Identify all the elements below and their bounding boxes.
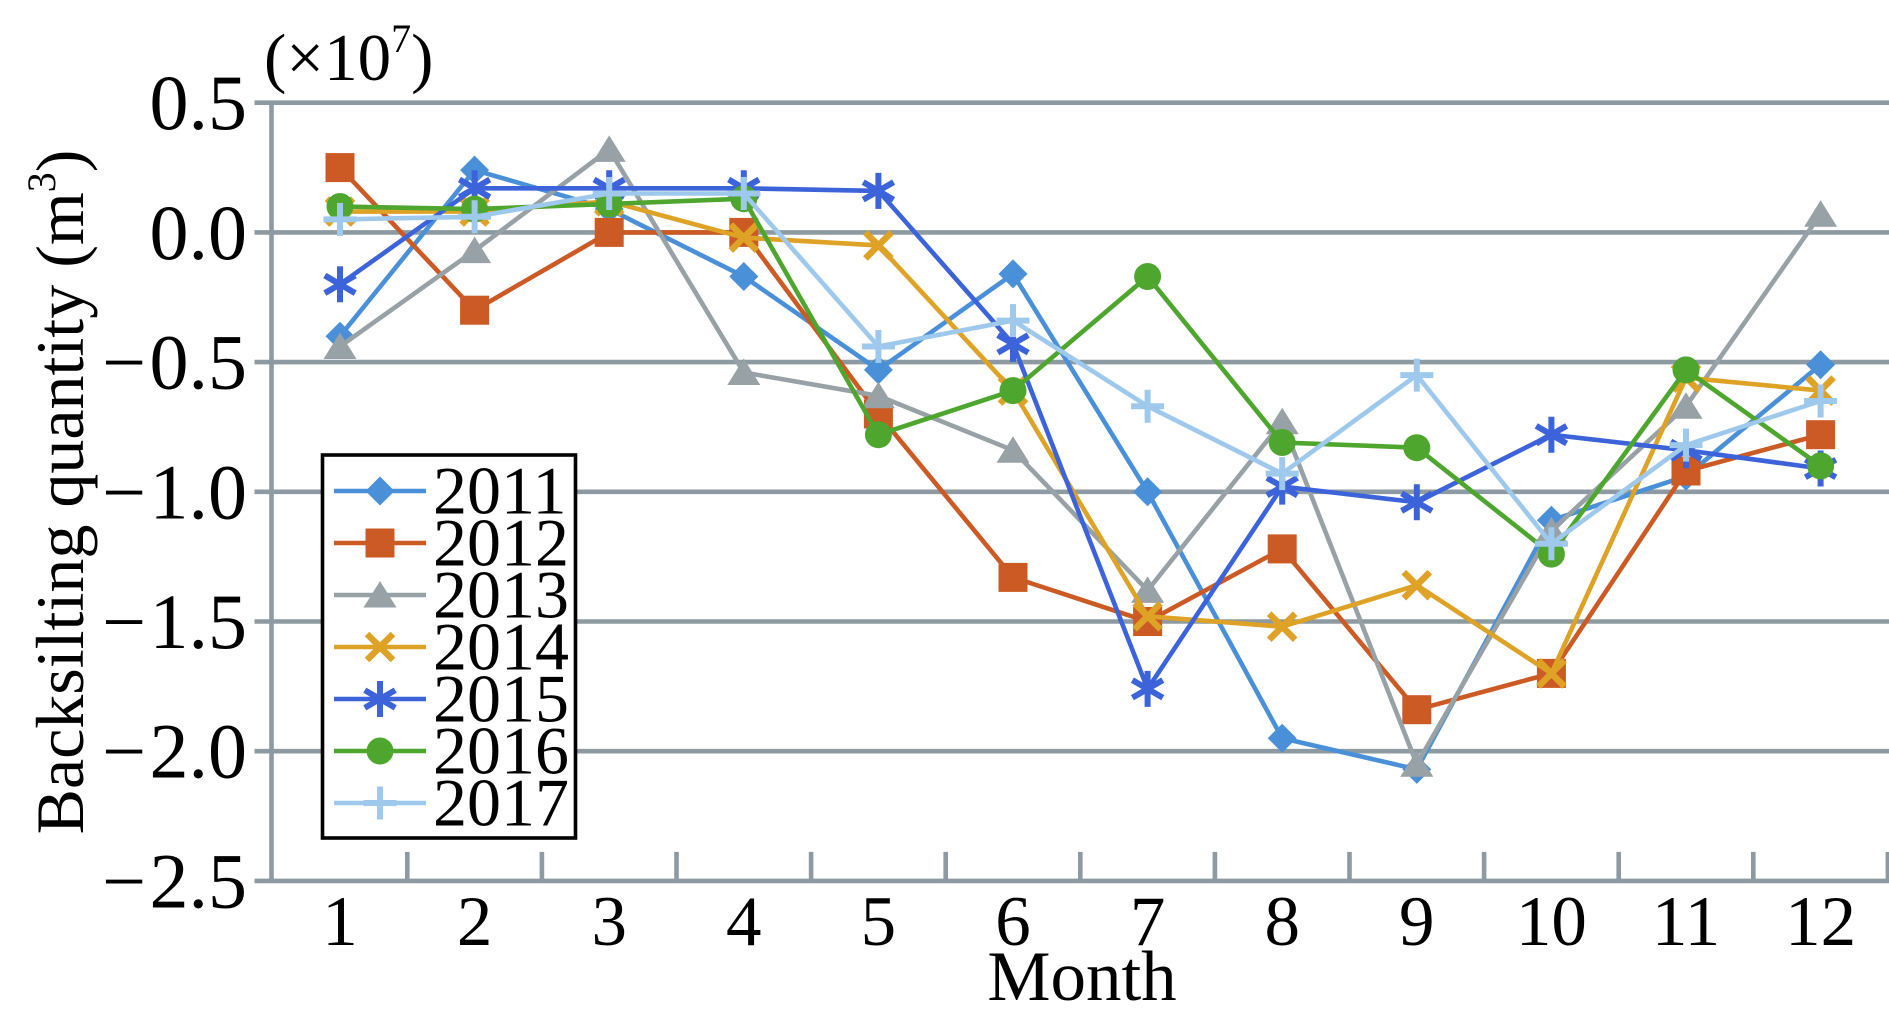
svg-text:Backsilting quantity (m3): Backsilting quantity (m3): [19, 150, 98, 835]
svg-text:0.0: 0.0: [150, 189, 248, 276]
svg-text:2014: 2014: [433, 609, 569, 685]
svg-text:3: 3: [591, 883, 627, 961]
svg-text:2016: 2016: [433, 713, 569, 789]
svg-text:1.5: 1.5: [150, 578, 248, 665]
svg-text:2.5: 2.5: [150, 837, 248, 924]
svg-text:2011: 2011: [433, 453, 566, 529]
svg-text:2013: 2013: [433, 557, 569, 633]
svg-text:Month: Month: [987, 938, 1176, 1016]
svg-text:8: 8: [1264, 883, 1300, 961]
svg-text:6: 6: [995, 883, 1031, 961]
svg-text:5: 5: [861, 883, 897, 961]
svg-text:7: 7: [1130, 883, 1166, 961]
svg-text:0.5: 0.5: [150, 319, 248, 406]
svg-text:2015: 2015: [433, 661, 569, 737]
svg-text:−: −: [102, 319, 146, 406]
svg-text:2012: 2012: [433, 505, 569, 581]
svg-text:−: −: [102, 837, 146, 924]
svg-text:−: −: [102, 578, 146, 665]
svg-text:10: 10: [1516, 883, 1587, 961]
svg-text:−: −: [102, 708, 146, 795]
svg-text:2: 2: [457, 883, 493, 961]
svg-text:−: −: [102, 448, 146, 535]
svg-text:11: 11: [1652, 883, 1720, 961]
svg-text:1: 1: [322, 883, 358, 961]
svg-text:4: 4: [726, 883, 762, 961]
svg-text:2017: 2017: [433, 765, 569, 841]
svg-text:2.0: 2.0: [150, 708, 248, 795]
svg-text:9: 9: [1399, 883, 1435, 961]
svg-text:12: 12: [1785, 883, 1856, 961]
svg-text:1.0: 1.0: [150, 448, 248, 535]
svg-text:0.5: 0.5: [150, 59, 248, 146]
